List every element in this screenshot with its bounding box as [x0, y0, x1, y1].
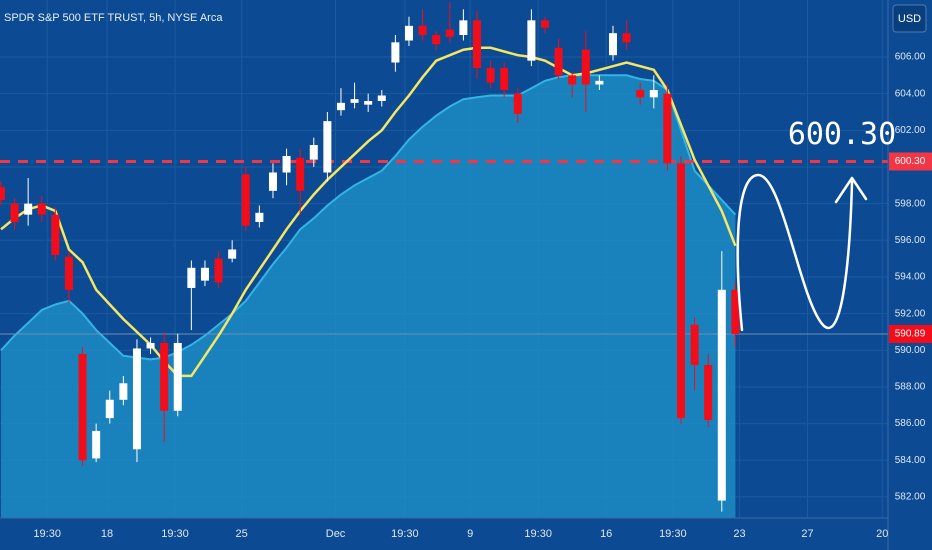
y-tick-label: 602.00: [895, 125, 926, 136]
y-tick-label: 598.00: [895, 198, 926, 209]
candle-body: [282, 155, 291, 173]
candle-body: [350, 99, 359, 103]
candle-body: [146, 342, 155, 349]
average-area: [0, 75, 736, 519]
candle-body: [323, 121, 332, 173]
candle-body: [527, 20, 536, 61]
candle-body: [704, 364, 713, 420]
y-tick-label: 588.00: [895, 382, 926, 393]
candle-body: [377, 95, 386, 101]
candle-body: [731, 289, 740, 334]
target-tag: [889, 152, 932, 171]
candle-body: [309, 144, 318, 160]
last-price-tag: [889, 324, 932, 343]
average-area-line: [0, 74, 737, 361]
candle-body: [717, 289, 726, 501]
candle-body: [228, 249, 237, 259]
x-tick-label: 20: [876, 528, 888, 540]
candle-body: [595, 80, 604, 85]
candle-body: [676, 163, 685, 419]
x-tick-label: 16: [600, 528, 612, 540]
candle-body: [500, 68, 509, 90]
candle-body: [540, 20, 549, 28]
drawn-arrowhead: [834, 176, 868, 204]
y-tick-label: 594.00: [895, 272, 926, 283]
y-tick-label: 584.00: [895, 455, 926, 466]
candle-body: [418, 25, 427, 36]
candle-body: [364, 100, 373, 105]
candle-body: [268, 172, 277, 191]
candle-body: [486, 68, 495, 83]
candle-body: [255, 212, 264, 222]
x-tick-label: 19:30: [33, 528, 61, 540]
drawn-curve: [736, 173, 854, 332]
y-tick-label: 590.00: [895, 345, 926, 356]
candle-body: [160, 342, 169, 411]
candle-body: [200, 267, 209, 281]
last-price-tag-label: 590.89: [895, 329, 926, 340]
candle-body: [336, 102, 345, 111]
x-tick-label: 19:30: [161, 528, 189, 540]
candle-body: [173, 342, 182, 411]
target-annotation: 600.30: [788, 117, 896, 152]
candle-body: [92, 430, 101, 459]
candle-body: [296, 157, 305, 191]
currency-label[interactable]: USD: [898, 13, 921, 25]
candle-body: [581, 49, 590, 85]
candle-body: [636, 89, 645, 98]
chart-title: SPDR S&P 500 ETF TRUST, 5h, NYSE Arca: [4, 12, 223, 24]
plot: [0, 0, 888, 519]
x-tick-label: 19:30: [391, 528, 419, 540]
x-tick-label: 19:30: [659, 528, 687, 540]
x-tick-label: Dec: [326, 528, 346, 540]
candle-body: [608, 33, 617, 56]
y-tick-label: 604.00: [895, 88, 926, 99]
candle-body: [187, 267, 196, 288]
candle-body: [105, 399, 114, 419]
candle-body: [513, 93, 522, 114]
y-tick-label: 586.00: [895, 418, 926, 429]
candle-body: [459, 20, 468, 36]
y-tick-label: 606.00: [895, 52, 926, 63]
candle-body: [663, 93, 672, 164]
candle-body: [0, 187, 5, 200]
candle-body: [37, 203, 46, 215]
candle-body: [132, 348, 141, 450]
candle-body: [554, 47, 563, 76]
candle-body: [472, 20, 481, 69]
candle-body: [622, 33, 631, 43]
candle-body: [10, 203, 19, 222]
moving-average: [0, 46, 737, 378]
candle-body: [24, 203, 33, 215]
currency-button[interactable]: [892, 4, 927, 33]
x-tick-label: 27: [801, 528, 813, 540]
target-tag-label: 600.30: [895, 156, 926, 167]
y-tick-label: 592.00: [895, 308, 926, 319]
candle-body: [214, 258, 223, 283]
x-tick-label: 19:30: [524, 528, 552, 540]
x-tick-label: 25: [236, 528, 248, 540]
candle-body: [51, 214, 60, 255]
y-tick-label: 582.00: [895, 492, 926, 503]
x-tick-label: 23: [733, 528, 745, 540]
candle-body: [404, 25, 413, 41]
candle-body: [445, 29, 454, 37]
candle-body: [690, 324, 699, 365]
candle-body: [568, 75, 577, 85]
x-tick-label: 18: [101, 528, 113, 540]
candle-body: [241, 174, 250, 226]
candle-body: [78, 353, 87, 461]
x-tick-label: 9: [467, 528, 473, 540]
candle-body: [391, 42, 400, 63]
candle-body: [432, 35, 441, 45]
candle-body: [119, 383, 128, 400]
candle-body: [649, 89, 658, 98]
y-tick-label: 596.00: [895, 235, 926, 246]
candle-body: [64, 256, 73, 290]
